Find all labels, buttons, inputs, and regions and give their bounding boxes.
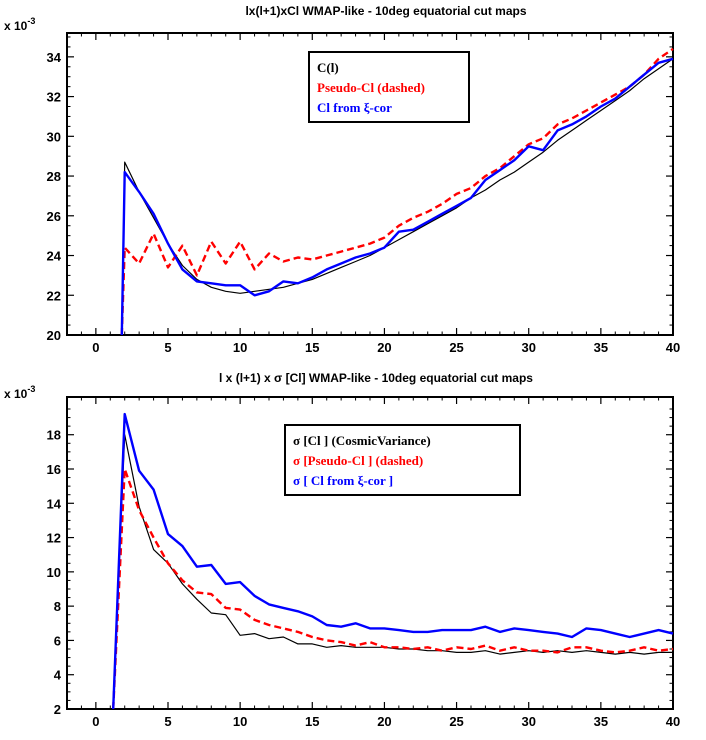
bottom-y-tick-label: 4 xyxy=(54,668,62,683)
top-series-line-2 xyxy=(120,57,674,336)
bottom-axis-ticks: 0 5 10 15 20 25 30 35 40 2 4 6 8 10 12 14 16 18 xyxy=(47,397,680,729)
bottom-y-tick-label: 2 xyxy=(54,702,61,717)
bottom-series-layer xyxy=(112,412,674,710)
bottom-legend-entry-pseudo-cl: σ [Pseudo-Cl ] (dashed) xyxy=(293,453,423,468)
bottom-x-tick-label: 5 xyxy=(164,714,171,729)
top-x-tick-label: 0 xyxy=(92,340,99,355)
bottom-x-tick-label: 40 xyxy=(666,714,680,729)
bottom-x-tick-label: 15 xyxy=(305,714,319,729)
top-x-tick-label: 35 xyxy=(594,340,608,355)
top-x-tick-label: 15 xyxy=(305,340,319,355)
bottom-y-tick-label: 6 xyxy=(54,633,61,648)
bottom-x-tick-label: 20 xyxy=(377,714,391,729)
top-x-tick-label: 20 xyxy=(377,340,391,355)
top-x-tick-label: 5 xyxy=(164,340,171,355)
top-legend-entry-pseudo-cl: Pseudo-Cl (dashed) xyxy=(317,80,425,95)
top-x-tick-label: 30 xyxy=(521,340,535,355)
top-axis-ticks: 0 5 10 15 20 25 30 35 40 20 22 24 26 28 30 32 34 xyxy=(47,33,680,355)
top-series-line-1 xyxy=(120,47,674,336)
bottom-x-tick-label: 0 xyxy=(92,714,99,729)
bottom-y-tick-label: 8 xyxy=(54,599,61,614)
top-legend-entry-xi-cor: Cl from ξ-cor xyxy=(317,100,392,115)
bottom-x-tick-label: 25 xyxy=(449,714,463,729)
top-y-tick-label: 30 xyxy=(47,129,61,144)
top-y-tick-label: 34 xyxy=(47,50,62,65)
top-legend: C(l) Pseudo-Cl (dashed) Cl from ξ-cor xyxy=(308,51,470,123)
top-legend-entry-cl: C(l) xyxy=(317,60,339,75)
bottom-legend: σ [Cl ] (CosmicVariance) σ [Pseudo-Cl ] … xyxy=(284,424,521,496)
top-y-tick-label: 20 xyxy=(47,328,61,343)
top-series-layer xyxy=(120,47,674,336)
bottom-series-line-1 xyxy=(112,467,674,710)
top-chart-title: lx(l+1)xCl WMAP-like - 10deg equatorial … xyxy=(245,4,526,18)
bottom-x-tick-label: 35 xyxy=(594,714,608,729)
bottom-legend-entry-xi-cor: σ [ Cl from ξ-cor ] xyxy=(293,473,393,488)
top-legend-box xyxy=(308,51,470,123)
top-chart: lx(l+1)xCl WMAP-like - 10deg equatorial … xyxy=(4,4,680,355)
bottom-chart-title: l x (l+1) x σ [Cl] WMAP-like - 10deg equ… xyxy=(219,371,533,385)
top-chart-exponent-label: x 10-3 xyxy=(4,16,35,33)
bottom-y-tick-label: 16 xyxy=(47,462,61,477)
top-x-tick-label: 25 xyxy=(449,340,463,355)
top-x-tick-label: 40 xyxy=(666,340,680,355)
bottom-legend-entry-cosmic-variance: σ [Cl ] (CosmicVariance) xyxy=(293,433,431,448)
bottom-y-tick-label: 14 xyxy=(47,496,62,511)
bottom-y-tick-label: 10 xyxy=(47,565,61,580)
bottom-series-line-2 xyxy=(112,412,674,710)
top-y-tick-label: 32 xyxy=(47,90,61,105)
bottom-y-tick-label: 18 xyxy=(47,428,61,443)
bottom-chart: l x (l+1) x σ [Cl] WMAP-like - 10deg equ… xyxy=(4,371,680,729)
bottom-x-tick-label: 10 xyxy=(233,714,247,729)
bottom-chart-exponent-label: x 10-3 xyxy=(4,384,35,401)
bottom-y-tick-label: 12 xyxy=(47,531,61,546)
top-y-tick-label: 28 xyxy=(47,169,61,184)
top-y-tick-label: 26 xyxy=(47,209,61,224)
top-y-tick-label: 24 xyxy=(47,249,62,264)
bottom-legend-box xyxy=(284,424,521,496)
top-x-tick-label: 10 xyxy=(233,340,247,355)
bottom-x-tick-label: 30 xyxy=(521,714,535,729)
top-y-tick-label: 22 xyxy=(47,288,61,303)
